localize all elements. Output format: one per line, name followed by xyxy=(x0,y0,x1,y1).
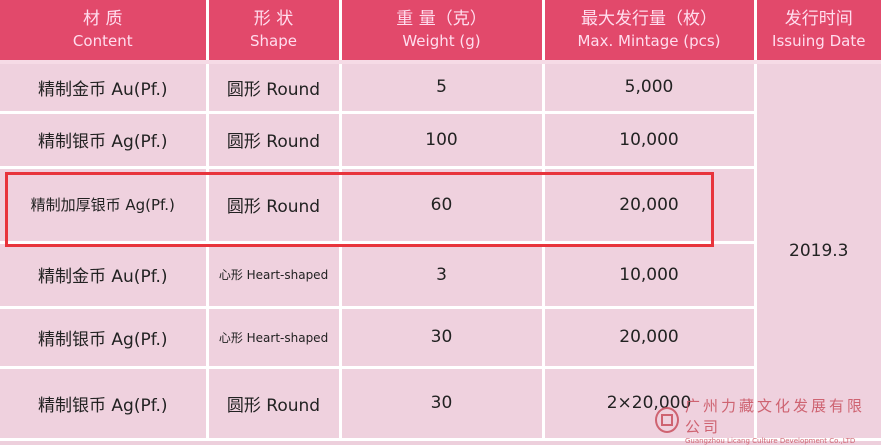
cell-content: 精制银币 Ag(Pf.) xyxy=(0,367,207,439)
watermark-zh: 广州力藏文化发展有限公司 xyxy=(685,395,881,437)
cell-shape: 心形 Heart-shaped xyxy=(207,307,340,367)
cell-weight: 30 xyxy=(340,367,543,439)
header-weight: 重 量（克）Weight (g) xyxy=(340,0,543,62)
cell-weight: 3 xyxy=(340,242,543,307)
cell-weight: 5 xyxy=(340,62,543,112)
cell-content: 精制加厚银币 Ag(Pf.) xyxy=(0,167,207,242)
header-zh: 重 量（克） xyxy=(342,8,542,30)
header-en: Max. Mintage (pcs) xyxy=(545,30,754,52)
cell-mintage: 5,000 xyxy=(543,62,755,112)
header-mintage: 最大发行量（枚）Max. Mintage (pcs) xyxy=(543,0,755,62)
watermark-en: Guangzhou Licang Culture Development Co.… xyxy=(685,437,881,445)
header-en: Issuing Date xyxy=(757,30,881,52)
header-zh: 发行时间 xyxy=(757,8,881,30)
cell-weight: 30 xyxy=(340,307,543,367)
cell-shape: 圆形 Round xyxy=(207,112,340,167)
cell-mintage: 10,000 xyxy=(543,112,755,167)
cell-shape: 心形 Heart-shaped xyxy=(207,242,340,307)
header-zh: 材 质 xyxy=(0,8,206,30)
cell-mintage: 20,000 xyxy=(543,307,755,367)
table-row-highlighted: 精制加厚银币 Ag(Pf.) 圆形 Round 60 20,000 xyxy=(0,167,881,242)
table-row: 精制银币 Ag(Pf.) 圆形 Round 100 10,000 xyxy=(0,112,881,167)
cell-weight: 100 xyxy=(340,112,543,167)
header-zh: 最大发行量（枚） xyxy=(545,8,754,30)
cell-content: 精制银币 Ag(Pf.) xyxy=(0,112,207,167)
table-row: 精制银币 Ag(Pf.) 心形 Heart-shaped 30 20,000 xyxy=(0,307,881,367)
table-row: 精制金币 Au(Pf.) 心形 Heart-shaped 3 10,000 xyxy=(0,242,881,307)
cell-content: 精制金币 Au(Pf.) xyxy=(0,242,207,307)
cell-weight: 60 xyxy=(340,167,543,242)
header-en: Content xyxy=(0,30,206,52)
cell-mintage: 10,000 xyxy=(543,242,755,307)
cell-issuing-date: 2019.3 xyxy=(755,62,881,439)
header-en: Shape xyxy=(209,30,339,52)
table-row: 精制金币 Au(Pf.) 圆形 Round 5 5,000 2019.3 xyxy=(0,62,881,112)
company-logo-icon xyxy=(655,407,679,433)
cell-shape: 圆形 Round xyxy=(207,367,340,439)
cell-shape: 圆形 Round xyxy=(207,62,340,112)
cell-mintage: 20,000 xyxy=(543,167,755,242)
watermark: 广州力藏文化发展有限公司 Guangzhou Licang Culture De… xyxy=(655,395,881,445)
cell-shape: 圆形 Round xyxy=(207,167,340,242)
header-en: Weight (g) xyxy=(342,30,542,52)
cell-content: 精制金币 Au(Pf.) xyxy=(0,62,207,112)
header-zh: 形 状 xyxy=(209,8,339,30)
cell-content: 精制银币 Ag(Pf.) xyxy=(0,307,207,367)
